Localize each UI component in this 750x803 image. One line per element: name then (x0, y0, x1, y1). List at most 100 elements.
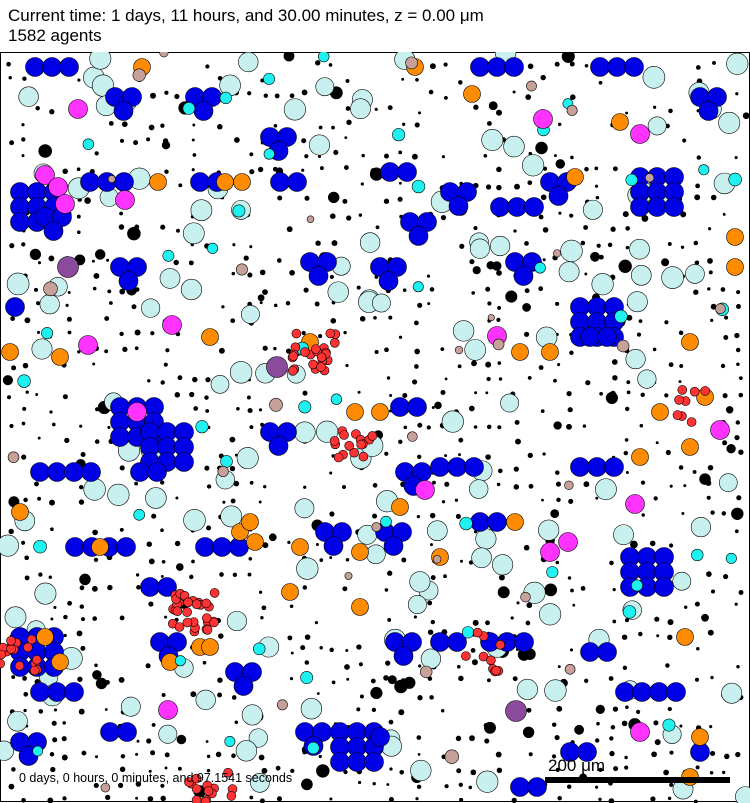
agent-dot (21, 242, 26, 247)
agent-dot (582, 424, 587, 428)
agent-orange (726, 228, 744, 246)
agent-dot (81, 617, 85, 622)
agent-dot (555, 470, 560, 475)
agent-dot (301, 168, 305, 172)
agent-dot (374, 107, 378, 111)
agent-orange (681, 333, 699, 351)
agent-light-cyan (441, 410, 464, 433)
agent-dot (567, 407, 573, 413)
agent-light-cyan (294, 498, 315, 519)
agent-dot (343, 165, 349, 171)
agent-dot (63, 633, 67, 638)
agent-dot (557, 665, 561, 669)
agent-blue (527, 777, 547, 797)
agent-dot (108, 301, 113, 305)
agent-dot (273, 303, 278, 308)
agent-light-cyan (407, 595, 427, 614)
agent-dot (398, 709, 405, 716)
agent-dot (21, 123, 25, 127)
agent-dot (398, 150, 403, 155)
agent-dot (555, 481, 562, 487)
agent-blue (624, 57, 644, 77)
agent-dot (513, 484, 520, 490)
agent-dot (456, 768, 462, 774)
agent-dot (134, 346, 139, 351)
agent-orange (149, 173, 167, 191)
agent-orange (233, 173, 251, 191)
agent-blue (233, 676, 254, 696)
agent-dot (427, 600, 433, 606)
agent-blue (370, 727, 390, 747)
agent-magenta (630, 124, 650, 144)
agent-black (522, 726, 535, 738)
agent-dot (567, 576, 572, 580)
agent-dot (151, 513, 157, 519)
agent-tan (715, 303, 726, 314)
agent-orange (681, 438, 699, 456)
agent-light-cyan (89, 52, 112, 70)
agent-dot (221, 305, 225, 309)
agent-dot (455, 735, 462, 742)
agent-dot (51, 720, 57, 726)
agent-blue (580, 642, 600, 662)
agent-dot (656, 634, 660, 638)
agent-dot (524, 331, 530, 337)
agent-black (2, 375, 13, 386)
agent-black (486, 261, 495, 270)
agent-dot (495, 751, 502, 758)
agent-light-cyan (309, 134, 330, 156)
agent-dot (611, 359, 618, 365)
agent-blue (507, 197, 527, 217)
agent-dot (50, 766, 56, 773)
agent-blue (470, 57, 490, 77)
agent-dot (80, 452, 86, 457)
agent-dot (346, 677, 350, 681)
agent-dot (596, 243, 601, 248)
agent-magenta (78, 335, 98, 355)
agent-dot (119, 331, 124, 337)
agent-red (172, 606, 183, 617)
agent-dot (485, 391, 489, 395)
agent-dot (707, 258, 713, 264)
agent-dot (695, 65, 701, 70)
agent-dot (457, 364, 462, 369)
agent-dot (94, 663, 98, 668)
agent-dot (147, 796, 154, 802)
agent-dot (206, 484, 212, 489)
agent-dot (512, 676, 518, 682)
agent-cyan (219, 91, 232, 105)
agent-dot (399, 769, 405, 775)
agent-dot (131, 304, 137, 310)
agent-light-cyan (250, 773, 270, 793)
agent-black (550, 509, 560, 518)
agent-dot (47, 797, 54, 803)
agent-dot (249, 795, 254, 800)
agent-dot (694, 677, 700, 682)
agent-red (26, 634, 37, 645)
agent-dot (277, 796, 282, 802)
agent-dot (215, 751, 222, 758)
agent-dot (276, 258, 282, 263)
agent-dot (161, 692, 166, 698)
agent-light-cyan (410, 759, 432, 782)
agent-dot (145, 663, 151, 669)
agent-dot (218, 633, 224, 639)
agent-dot (104, 349, 109, 354)
agent-dot (37, 496, 42, 501)
agent-dot (454, 498, 459, 502)
agent-light-cyan (195, 689, 216, 711)
agent-dot (345, 558, 350, 562)
agent-dot (625, 226, 630, 231)
agent-dot (21, 540, 26, 545)
agent-dot (164, 169, 169, 174)
agent-dot (314, 620, 319, 625)
agent-magenta (158, 700, 178, 720)
agent-dot (146, 738, 152, 744)
agent-dot (290, 768, 295, 774)
agent-dot (389, 767, 393, 771)
agent-blue (30, 462, 50, 482)
agent-dot (417, 454, 422, 459)
agent-dot (621, 720, 628, 727)
agent-red (491, 665, 501, 676)
agent-dot (24, 555, 30, 561)
